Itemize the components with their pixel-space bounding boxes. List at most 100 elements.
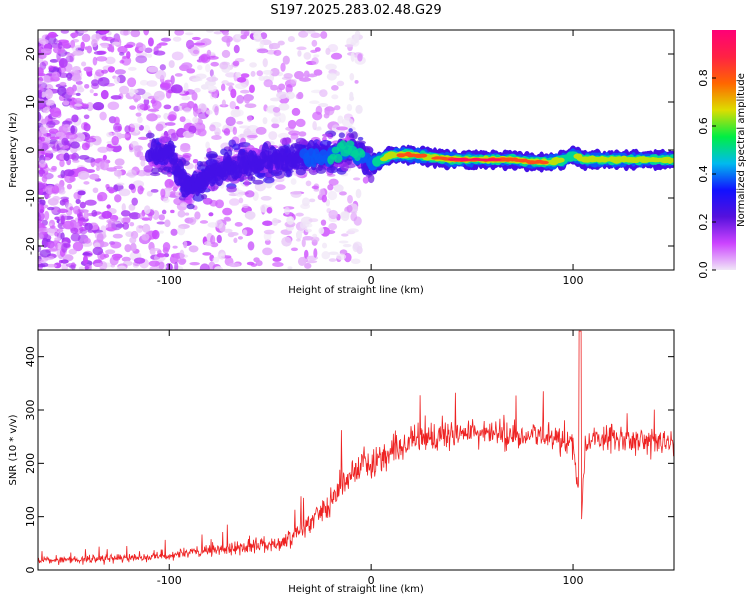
heatmap-noise-blob (355, 188, 362, 199)
heatmap-noise-blob (170, 75, 175, 85)
heatmap-noise-blob (116, 265, 128, 270)
heatmap-noise-blob (220, 252, 225, 257)
heatmap-noise-blob (98, 241, 109, 248)
heatmap-noise-blob (78, 226, 87, 232)
heatmap-noise-blob (212, 256, 220, 263)
heatmap-noise-blob (194, 87, 201, 93)
heatmap-noise-blob (244, 210, 256, 220)
heatmap-noise-blob (107, 101, 120, 111)
heatmap-noise-blob (38, 244, 42, 253)
heatmap-noise-blob (146, 113, 158, 122)
heatmap-noise-blob (136, 224, 144, 233)
heatmap-noise-blob (262, 69, 273, 75)
heatmap-noise-blob (91, 38, 98, 48)
heatmap-noise-blob (244, 103, 257, 109)
heatmap-noise-blob (115, 223, 125, 228)
heatmap-band-blob (295, 167, 307, 176)
heatmap-noise-blob (347, 228, 359, 233)
heatmap-noise-blob (149, 248, 156, 256)
heatmap-noise-blob (205, 141, 210, 149)
heatmap-noise-blob (84, 199, 97, 206)
heatmap-noise-blob (183, 107, 192, 113)
heatmap-noise-blob (82, 252, 90, 256)
heatmap-noise-blob (39, 38, 49, 45)
heatmap-noise-blob (70, 125, 78, 135)
heatmap-noise-blob (62, 124, 71, 132)
heatmap-noise-blob (170, 84, 183, 94)
heatmap-band-blob (348, 128, 353, 133)
heatmap-noise-blob (41, 118, 47, 125)
heatmap-noise-blob (162, 247, 169, 254)
heatmap-noise-blob (101, 44, 110, 49)
heatmap-data (38, 30, 674, 270)
heatmap-noise-blob (213, 31, 223, 35)
heatmap-noise-blob (122, 55, 128, 59)
heatmap-noise-blob (303, 52, 312, 60)
heatmap-ridge-segment (359, 150, 366, 158)
heatmap-noise-blob (187, 100, 195, 109)
heatmap-noise-blob (135, 55, 148, 64)
heatmap-noise-blob (129, 105, 136, 110)
heatmap-noise-blob (305, 259, 318, 264)
heatmap-noise-blob (38, 227, 47, 233)
heatmap-noise-blob (346, 104, 353, 112)
heatmap-noise-blob (284, 206, 291, 215)
heatmap-noise-blob (262, 58, 268, 68)
heatmap-noise-blob (38, 167, 44, 177)
heatmap-noise-blob (138, 47, 146, 52)
heatmap-x-label: Height of straight line (km) (288, 285, 424, 296)
heatmap-noise-blob (108, 188, 115, 194)
heatmap-ridge-segment (557, 157, 565, 163)
heatmap-noise-blob (287, 36, 295, 43)
y-tick-label: 0 (24, 567, 37, 574)
heatmap-noise-blob (80, 41, 85, 50)
heatmap-noise-blob (240, 89, 250, 94)
heatmap-noise-blob (186, 68, 196, 74)
heatmap-noise-blob (171, 51, 184, 61)
heatmap-noise-blob (191, 78, 203, 82)
heatmap-noise-blob (38, 89, 43, 99)
heatmap-noise-blob (343, 252, 352, 263)
heatmap-noise-blob (174, 73, 183, 77)
heatmap-band-blob (158, 167, 164, 173)
heatmap-noise-blob (40, 48, 53, 54)
x-tick-label: 100 (563, 574, 584, 587)
heatmap-noise-blob (354, 79, 359, 84)
heatmap-noise-blob (215, 219, 224, 229)
heatmap-noise-blob (38, 258, 44, 264)
heatmap-noise-blob (97, 30, 110, 35)
heatmap-noise-blob (160, 188, 166, 198)
heatmap-noise-blob (272, 262, 284, 268)
heatmap-noise-blob (141, 217, 151, 221)
heatmap-noise-blob (205, 110, 213, 115)
heatmap-noise-blob (232, 60, 240, 67)
heatmap-noise-blob (65, 72, 73, 79)
heatmap-noise-blob (92, 246, 104, 256)
heatmap-noise-blob (188, 125, 197, 134)
heatmap-noise-blob (110, 95, 122, 100)
heatmap-noise-blob (100, 160, 109, 171)
heatmap-noise-blob (91, 209, 98, 217)
heatmap-noise-blob (124, 44, 134, 49)
heatmap-noise-blob (62, 220, 75, 230)
heatmap-noise-blob (72, 159, 80, 163)
heatmap-noise-blob (151, 229, 160, 240)
heatmap-noise-blob (38, 67, 44, 77)
heatmap-noise-blob (295, 230, 303, 240)
heatmap-noise-blob (211, 135, 222, 141)
heatmap-noise-blob (83, 210, 89, 220)
heatmap-noise-blob (291, 107, 301, 116)
heatmap-noise-blob (313, 54, 320, 58)
heatmap-noise-blob (38, 211, 45, 222)
heatmap-noise-blob (325, 63, 337, 71)
heatmap-noise-blob (310, 236, 320, 243)
heatmap-noise-blob (271, 123, 280, 129)
heatmap-noise-blob (135, 112, 142, 117)
heatmap-noise-blob (114, 194, 122, 203)
heatmap-noise-blob (230, 88, 237, 99)
heatmap-noise-blob (232, 126, 238, 136)
heatmap-noise-blob (259, 41, 265, 48)
heatmap-band-blob (243, 180, 250, 187)
heatmap-noise-blob (248, 84, 255, 94)
